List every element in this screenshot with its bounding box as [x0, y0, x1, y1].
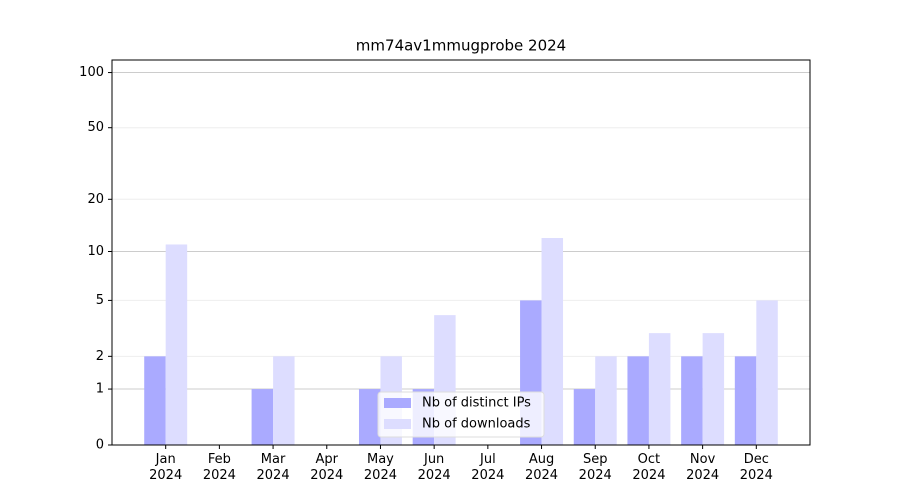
x-tick-label: Jun 2024: [417, 452, 451, 483]
x-tick-label: Nov 2024: [686, 452, 720, 483]
x-tick-label: Oct 2024: [632, 452, 666, 483]
x-tick-label: Jul 2024: [471, 452, 505, 483]
bar: [595, 356, 617, 445]
bar: [144, 356, 166, 445]
bar: [702, 333, 725, 445]
legend-label: Nb of distinct IPs: [422, 396, 531, 411]
y-tick-label: 1: [96, 382, 104, 397]
bar: [627, 356, 649, 445]
plot-frame: [111, 59, 811, 446]
chart-title: mm74av1mmugprobe 2024: [356, 37, 566, 55]
x-tick-label: Sep 2024: [578, 452, 612, 483]
legend: Nb of distinct IPs Nb of downloads: [377, 391, 545, 438]
y-tick-label: 0: [96, 438, 104, 453]
x-tick-label: Dec 2024: [739, 452, 773, 483]
bar: [648, 333, 671, 445]
y-tick-label: 50: [87, 120, 104, 135]
bar: [273, 356, 295, 445]
bar: [756, 300, 778, 445]
legend-box: [377, 391, 545, 438]
y-tick-label: 20: [87, 192, 104, 207]
x-tick-label: Jan 2024: [149, 452, 183, 483]
bar: [251, 389, 274, 445]
bar: [681, 356, 703, 445]
y-tick-label: 5: [96, 293, 104, 308]
legend-swatch: [384, 398, 411, 408]
x-tick-label: Mar 2024: [256, 452, 290, 483]
x-tick-label: Aug 2024: [524, 452, 559, 483]
y-tick-label: 2: [96, 349, 104, 364]
y-tick-label: 10: [87, 244, 104, 259]
bar: [358, 389, 381, 445]
x-tick-label: May 2024: [363, 452, 397, 483]
x-tick-label: Feb 2024: [202, 452, 236, 483]
bar: [734, 356, 757, 445]
bar: [541, 238, 564, 445]
bar: [165, 244, 188, 445]
bar: [573, 389, 596, 445]
legend-label: Nb of downloads: [422, 417, 531, 432]
legend-swatch: [384, 419, 411, 429]
y-tick-label: 100: [79, 65, 104, 80]
x-tick-label: Apr 2024: [310, 452, 344, 483]
